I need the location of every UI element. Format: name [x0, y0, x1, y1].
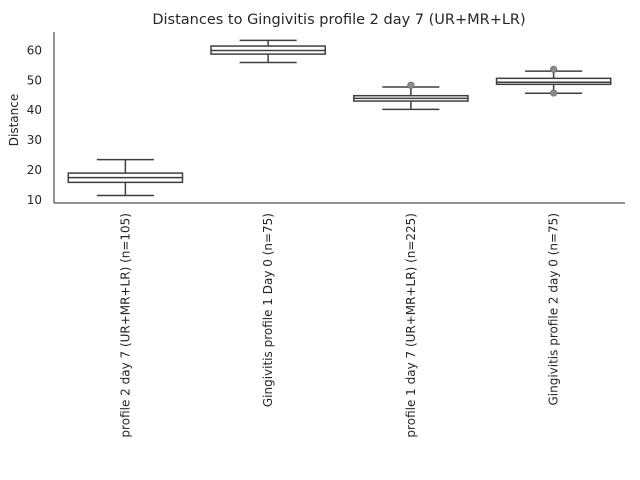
- box-group: [67, 158, 184, 197]
- x-tick-label: profile 1 day 7 (UR+MR+LR) (n=225): [404, 213, 418, 438]
- y-axis-label: Distance: [7, 94, 21, 146]
- outlier-point: [407, 81, 415, 89]
- outlier-point: [550, 89, 558, 97]
- box-group: [353, 81, 469, 111]
- y-tick-label: 40: [27, 103, 42, 117]
- y-tick-label: 30: [27, 133, 42, 147]
- x-axis: profile 2 day 7 (UR+MR+LR) (n=105) Gingiv…: [54, 202, 625, 438]
- box-rect: [495, 77, 612, 86]
- y-tick-label: 60: [27, 43, 42, 57]
- x-tick-label: profile 2 day 7 (UR+MR+LR) (n=105): [118, 213, 132, 438]
- box-group: [495, 65, 612, 97]
- y-tick-label: 50: [27, 73, 42, 87]
- x-tick-label: Gingivitis profile 2 day 0 (n=75): [547, 213, 561, 406]
- x-tick-label: Gingivitis profile 1 Day 0 (n=75): [261, 213, 275, 407]
- y-tick-label: 20: [27, 163, 42, 177]
- boxes-layer: [67, 39, 612, 197]
- y-tick-label: 10: [27, 193, 42, 207]
- y-axis: 10 20 30 40 50 60: [27, 32, 55, 207]
- outlier-point: [550, 65, 558, 73]
- chart-title: Distances to Gingivitis profile 2 day 7 …: [152, 12, 525, 28]
- box-group: [210, 39, 326, 64]
